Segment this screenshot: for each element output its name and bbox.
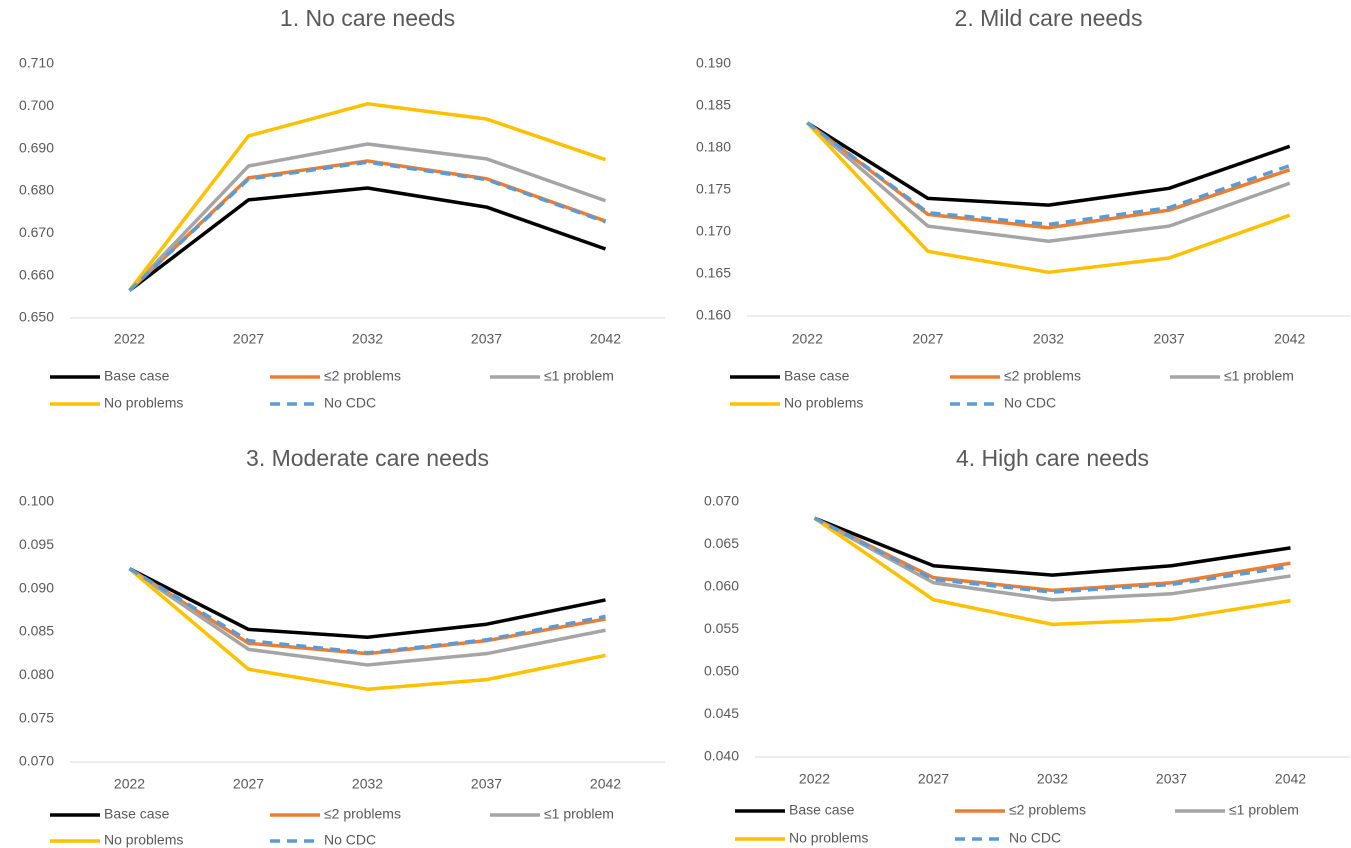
legend-label: ≤1 problem	[1224, 368, 1294, 384]
x-tick-label: 2027	[233, 776, 264, 792]
y-tick-label: 0.060	[704, 578, 739, 594]
x-tick-label: 2037	[1156, 771, 1187, 787]
x-tick-label: 2032	[352, 331, 383, 347]
y-tick-label: 0.700	[19, 97, 54, 113]
chart-title: 1. No care needs	[280, 5, 455, 31]
legend-label: ≤2 problems	[324, 806, 401, 822]
series-line	[128, 567, 606, 667]
y-tick-label: 0.710	[19, 55, 54, 71]
legend-label: ≤2 problems	[1009, 802, 1086, 818]
chart-title: 3. Moderate care needs	[246, 445, 489, 471]
y-tick-label: 0.050	[704, 663, 739, 679]
legend-label: Base case	[789, 802, 855, 818]
x-tick-label: 2027	[233, 331, 264, 347]
y-tick-label: 0.170	[696, 223, 731, 239]
legend-label: ≤1 problem	[1229, 802, 1299, 818]
series-line	[128, 142, 607, 292]
series-line	[128, 186, 607, 292]
legend-label: No CDC	[324, 395, 376, 411]
legend-label: ≤2 problems	[324, 368, 401, 384]
legend-label: Base case	[784, 368, 850, 384]
y-tick-label: 0.690	[19, 139, 54, 155]
x-tick-label: 2042	[590, 331, 621, 347]
legend-label: No problems	[104, 395, 183, 411]
y-tick-label: 0.175	[696, 181, 731, 197]
legend-label: ≤2 problems	[1004, 368, 1081, 384]
series-line	[813, 516, 1291, 602]
legend-label: Base case	[104, 368, 170, 384]
y-tick-label: 0.165	[696, 265, 731, 281]
chart-title: 4. High care needs	[956, 445, 1149, 471]
chart-panel: 1. No care needs 0.650 0.660 0.670 0.680 0.69…	[19, 5, 665, 411]
x-tick-label: 2022	[799, 771, 830, 787]
legend-label: ≤1 problem	[544, 806, 614, 822]
y-tick-label: 0.100	[19, 493, 54, 509]
y-tick-label: 0.070	[19, 753, 54, 769]
chart-panel: 2. Mild care needs 0.160 0.165 0.170 0.175 0.…	[696, 5, 1350, 411]
series-line	[128, 159, 607, 292]
series-line	[128, 567, 606, 691]
legend-label: No CDC	[1004, 395, 1056, 411]
x-tick-label: 2037	[471, 776, 502, 792]
series-line	[128, 567, 606, 656]
x-tick-label: 2022	[114, 331, 145, 347]
y-tick-label: 0.190	[696, 55, 731, 71]
series-line	[806, 121, 1291, 243]
series-line	[813, 516, 1291, 577]
legend-label: Base case	[104, 806, 170, 822]
y-tick-label: 0.660	[19, 266, 54, 282]
y-tick-label: 0.160	[696, 307, 731, 323]
x-tick-label: 2042	[1275, 771, 1306, 787]
series-line	[806, 121, 1291, 207]
x-tick-label: 2022	[114, 776, 145, 792]
series-line	[128, 102, 607, 292]
legend-label: No CDC	[1009, 830, 1061, 846]
chart-title: 2. Mild care needs	[955, 5, 1143, 31]
x-tick-label: 2037	[471, 331, 502, 347]
y-tick-label: 0.045	[704, 705, 739, 721]
legend-label: No problems	[784, 395, 863, 411]
x-tick-label: 2042	[1274, 331, 1305, 347]
chart-panel: 3. Moderate care needs 0.070 0.075 0.080 0.0…	[19, 445, 665, 848]
x-tick-label: 2037	[1154, 331, 1185, 347]
y-tick-label: 0.670	[19, 224, 54, 240]
y-tick-label: 0.065	[704, 535, 739, 551]
x-tick-label: 2027	[912, 331, 943, 347]
x-tick-label: 2042	[590, 776, 621, 792]
y-tick-label: 0.650	[19, 309, 54, 325]
series-line	[128, 567, 606, 639]
legend-label: ≤1 problem	[544, 368, 614, 384]
y-tick-label: 0.070	[704, 493, 739, 509]
series-line	[806, 121, 1291, 230]
series-line	[813, 516, 1291, 594]
series-line	[813, 516, 1291, 593]
y-tick-label: 0.080	[19, 666, 54, 682]
y-tick-label: 0.085	[19, 623, 54, 639]
series-line	[806, 121, 1291, 275]
y-tick-label: 0.185	[696, 97, 731, 113]
y-tick-label: 0.180	[696, 139, 731, 155]
legend-label: No CDC	[324, 832, 376, 848]
legend-label: No problems	[789, 830, 868, 846]
x-tick-label: 2032	[1033, 331, 1064, 347]
y-tick-label: 0.090	[19, 579, 54, 595]
y-tick-label: 0.680	[19, 182, 54, 198]
y-tick-label: 0.055	[704, 620, 739, 636]
x-tick-label: 2022	[792, 331, 823, 347]
series-line	[813, 516, 1291, 627]
legend-label: No problems	[104, 832, 183, 848]
y-tick-label: 0.095	[19, 536, 54, 552]
chart-panel: 4. High care needs 0.040 0.045 0.050 0.055 0.…	[704, 445, 1350, 846]
x-tick-label: 2032	[1037, 771, 1068, 787]
series-line	[128, 567, 606, 655]
y-tick-label: 0.075	[19, 709, 54, 725]
series-line	[128, 160, 607, 292]
y-tick-label: 0.040	[704, 748, 739, 764]
x-tick-label: 2032	[352, 776, 383, 792]
x-tick-label: 2027	[918, 771, 949, 787]
